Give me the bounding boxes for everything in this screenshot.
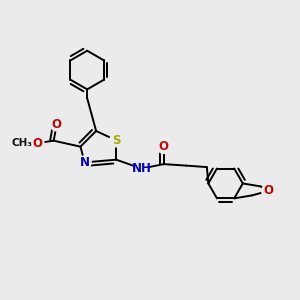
Text: CH₃: CH₃ — [12, 138, 33, 148]
Circle shape — [110, 134, 123, 147]
Text: O: O — [52, 118, 62, 131]
Text: O: O — [159, 140, 169, 153]
Text: S: S — [112, 134, 121, 147]
Circle shape — [157, 140, 170, 153]
Circle shape — [262, 184, 275, 197]
Text: O: O — [263, 184, 273, 197]
Circle shape — [78, 156, 91, 169]
Text: NH: NH — [131, 162, 152, 175]
Circle shape — [14, 134, 32, 152]
Text: N: N — [80, 156, 90, 169]
Text: O: O — [32, 136, 42, 150]
Circle shape — [50, 118, 63, 131]
Circle shape — [135, 162, 148, 175]
Circle shape — [31, 136, 44, 150]
